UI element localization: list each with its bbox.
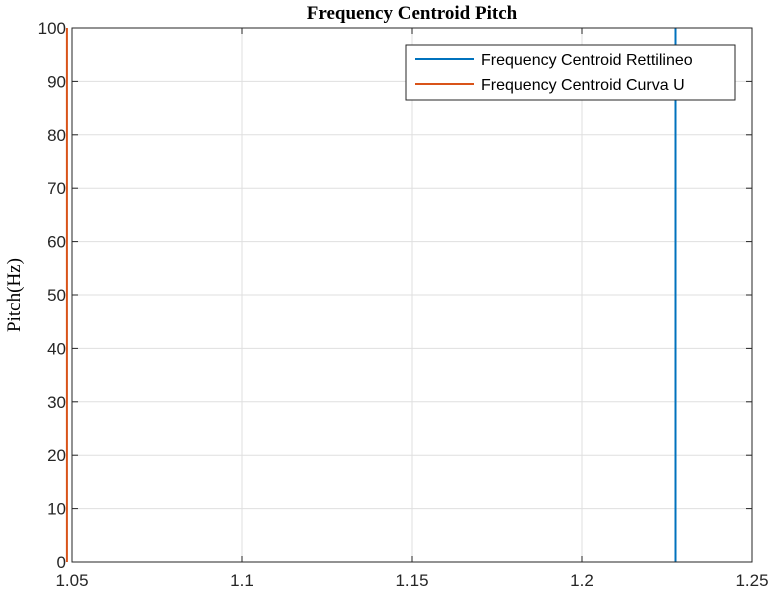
y-tick-label-4: 40 [47,339,66,358]
chart-title: Frequency Centroid Pitch [307,3,518,24]
legend-label-curva-u: Frequency Centroid Curva U [481,77,685,94]
axis-ticks: 1.05 1.1 1.15 1.2 1.25 0 10 20 30 40 50 60 70 80 90 100 [38,19,769,590]
y-tick-label-6: 60 [47,233,66,252]
y-tick-label-3: 30 [47,393,66,412]
y-tick-label-7: 70 [47,179,66,198]
y-tick-label-0: 0 [57,553,66,572]
y-tick-label-10: 100 [38,19,66,38]
x-tick-label-2: 1.15 [395,571,428,590]
y-tick-label-5: 50 [47,286,66,305]
y-axis-label: Pitch(Hz) [4,258,25,332]
legend-label-rettilineo: Frequency Centroid Rettilineo [481,52,693,69]
data-series [65,28,677,562]
y-tick-label-2: 20 [47,446,66,465]
x-tick-label-4: 1.25 [735,571,768,590]
x-tick-label-1: 1.1 [230,571,254,590]
y-tick-label-1: 10 [47,500,66,519]
legend-box [405,44,736,101]
legend: Frequency Centroid Rettilineo Frequency … [405,44,736,101]
y-tick-label-9: 90 [47,72,66,91]
x-tick-label-3: 1.2 [570,571,594,590]
x-tick-label-0: 1.05 [55,571,88,590]
y-tick-label-8: 80 [47,126,66,145]
